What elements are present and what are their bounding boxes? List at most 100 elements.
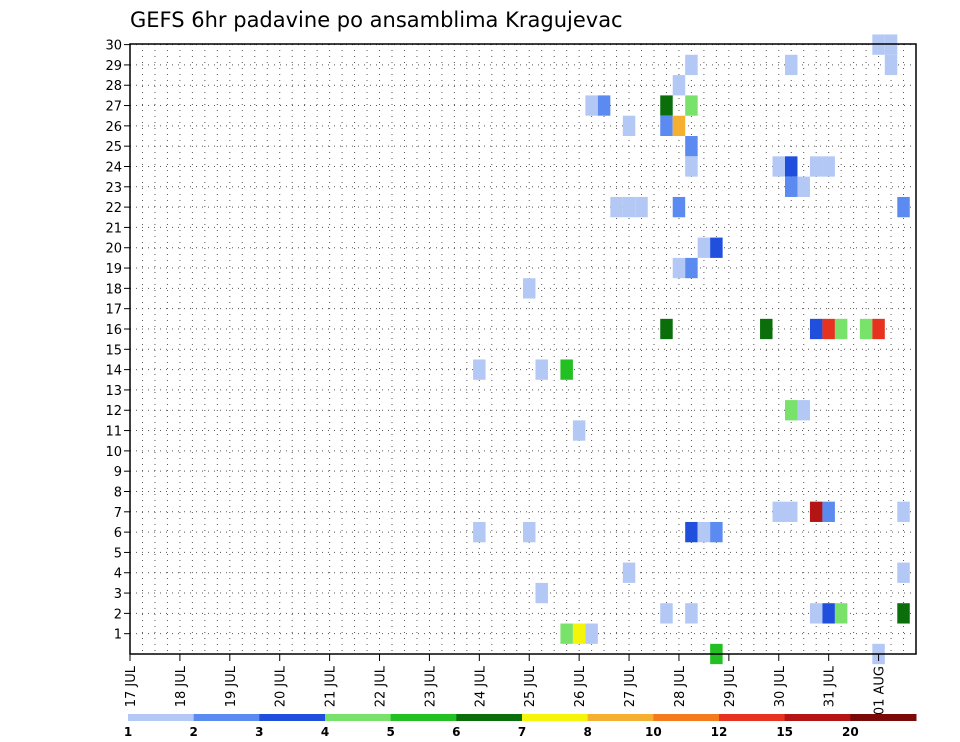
heat-cell [672,75,686,96]
y-tick-label: 8 [114,485,122,500]
heat-cell [685,257,698,279]
heat-cell [585,95,598,116]
heat-cell [822,156,835,177]
colorbar-label: 12 [711,725,728,739]
heat-cell [672,115,686,137]
colorbar-label: 1 [124,725,132,739]
x-tick-label: 26 JUL [573,665,588,707]
colorbar-label: 6 [452,725,460,739]
chart-title: GEFS 6hr padavine po ansamblima Kragujev… [130,8,623,32]
x-tick-label: 17 JUL [124,665,139,707]
colorbar-label: 2 [189,725,197,739]
heat-cell [572,420,586,441]
x-tick-label: 23 JUL [423,665,438,707]
colorbar-label: 15 [776,725,793,739]
heat-cell [897,562,910,583]
colorbar-segment [325,714,392,721]
x-axis: 17 JUL 18 JUL 19 JUL 20 JUL 21 JUL 22 JUL 23 J… [124,654,888,715]
heat-cell [697,237,711,258]
heat-cell [809,318,823,340]
heat-cell [685,603,698,624]
heat-cell [660,95,673,116]
colorbar-segment [259,714,326,721]
heat-cell [809,603,823,624]
heat-cell [785,176,798,197]
y-axis: 1234567891011121314151617181920212223242… [105,39,130,643]
heat-cell [535,359,548,380]
grid-lines [130,44,916,654]
heat-cell [572,623,586,644]
y-tick-label: 11 [105,425,122,440]
heat-cell [834,603,848,624]
heat-cell [672,257,686,279]
heat-cell [822,318,835,340]
x-tick-label: 19 JUL [224,665,239,707]
y-tick-label: 23 [105,181,122,196]
y-tick-label: 5 [114,546,122,561]
y-tick-label: 6 [114,526,122,541]
y-tick-label: 20 [105,242,122,257]
heat-cell [560,623,573,644]
heat-cell [710,521,723,543]
colorbar-label: 5 [386,725,394,739]
colorbar-label: 4 [321,725,329,739]
y-tick-label: 10 [105,445,122,460]
x-tick-label: 22 JUL [374,665,389,707]
colorbar-segment [193,714,260,721]
plot-frame [129,43,917,655]
heat-cell [685,54,698,76]
y-tick-label: 14 [105,364,122,379]
y-tick-label: 2 [114,607,122,622]
heat-cell [473,521,486,543]
x-tick-label: 01 AUG [873,666,888,715]
heat-cell [797,176,810,197]
y-tick-label: 4 [114,567,122,582]
y-tick-label: 17 [105,303,122,318]
colorbar-segment [784,714,851,721]
heat-cell [660,318,673,340]
x-tick-label: 31 JUL [823,665,838,707]
colorbar: 1 2 3 4 5 6 7 8 10 12 15 20 [124,714,917,739]
heat-cell [473,359,486,380]
colorbar-segment [719,714,786,721]
y-tick-label: 15 [105,343,122,358]
x-tick-label: 25 JUL [523,665,538,707]
heat-cell [597,95,611,116]
colorbar-segment [522,714,589,721]
y-tick-label: 29 [105,59,122,74]
y-tick-label: 21 [105,221,122,236]
colorbar-segment [128,714,195,721]
x-tick-label: 29 JUL [723,665,738,707]
heat-cell [809,501,823,522]
heat-cell [897,196,910,218]
y-tick-label: 9 [114,465,122,480]
y-tick-label: 26 [105,120,122,135]
heat-cell [685,521,698,543]
y-tick-label: 24 [105,160,122,175]
y-tick-label: 19 [105,262,122,277]
heat-cell [859,318,873,340]
y-tick-label: 3 [114,587,122,602]
heat-cell [685,136,698,157]
heat-cell [785,400,798,421]
heat-cell [622,115,636,137]
heat-cell [672,196,686,218]
heat-cell [897,501,910,522]
colorbar-segment [390,714,457,721]
heat-cell [685,156,698,177]
y-tick-label: 12 [105,404,122,419]
heat-cell [622,196,636,218]
y-tick-label: 16 [105,323,122,338]
y-tick-label: 25 [105,140,122,155]
x-tick-label: 20 JUL [274,665,289,707]
colorbar-label: 20 [842,725,859,739]
heat-cell [685,95,698,116]
heat-cell [785,156,798,177]
heat-cell [822,501,835,522]
heat-cell [785,501,798,522]
x-tick-label: 24 JUL [473,665,488,707]
heat-cell [523,521,536,543]
colorbar-segment [587,714,654,721]
x-tick-label: 21 JUL [324,665,339,707]
